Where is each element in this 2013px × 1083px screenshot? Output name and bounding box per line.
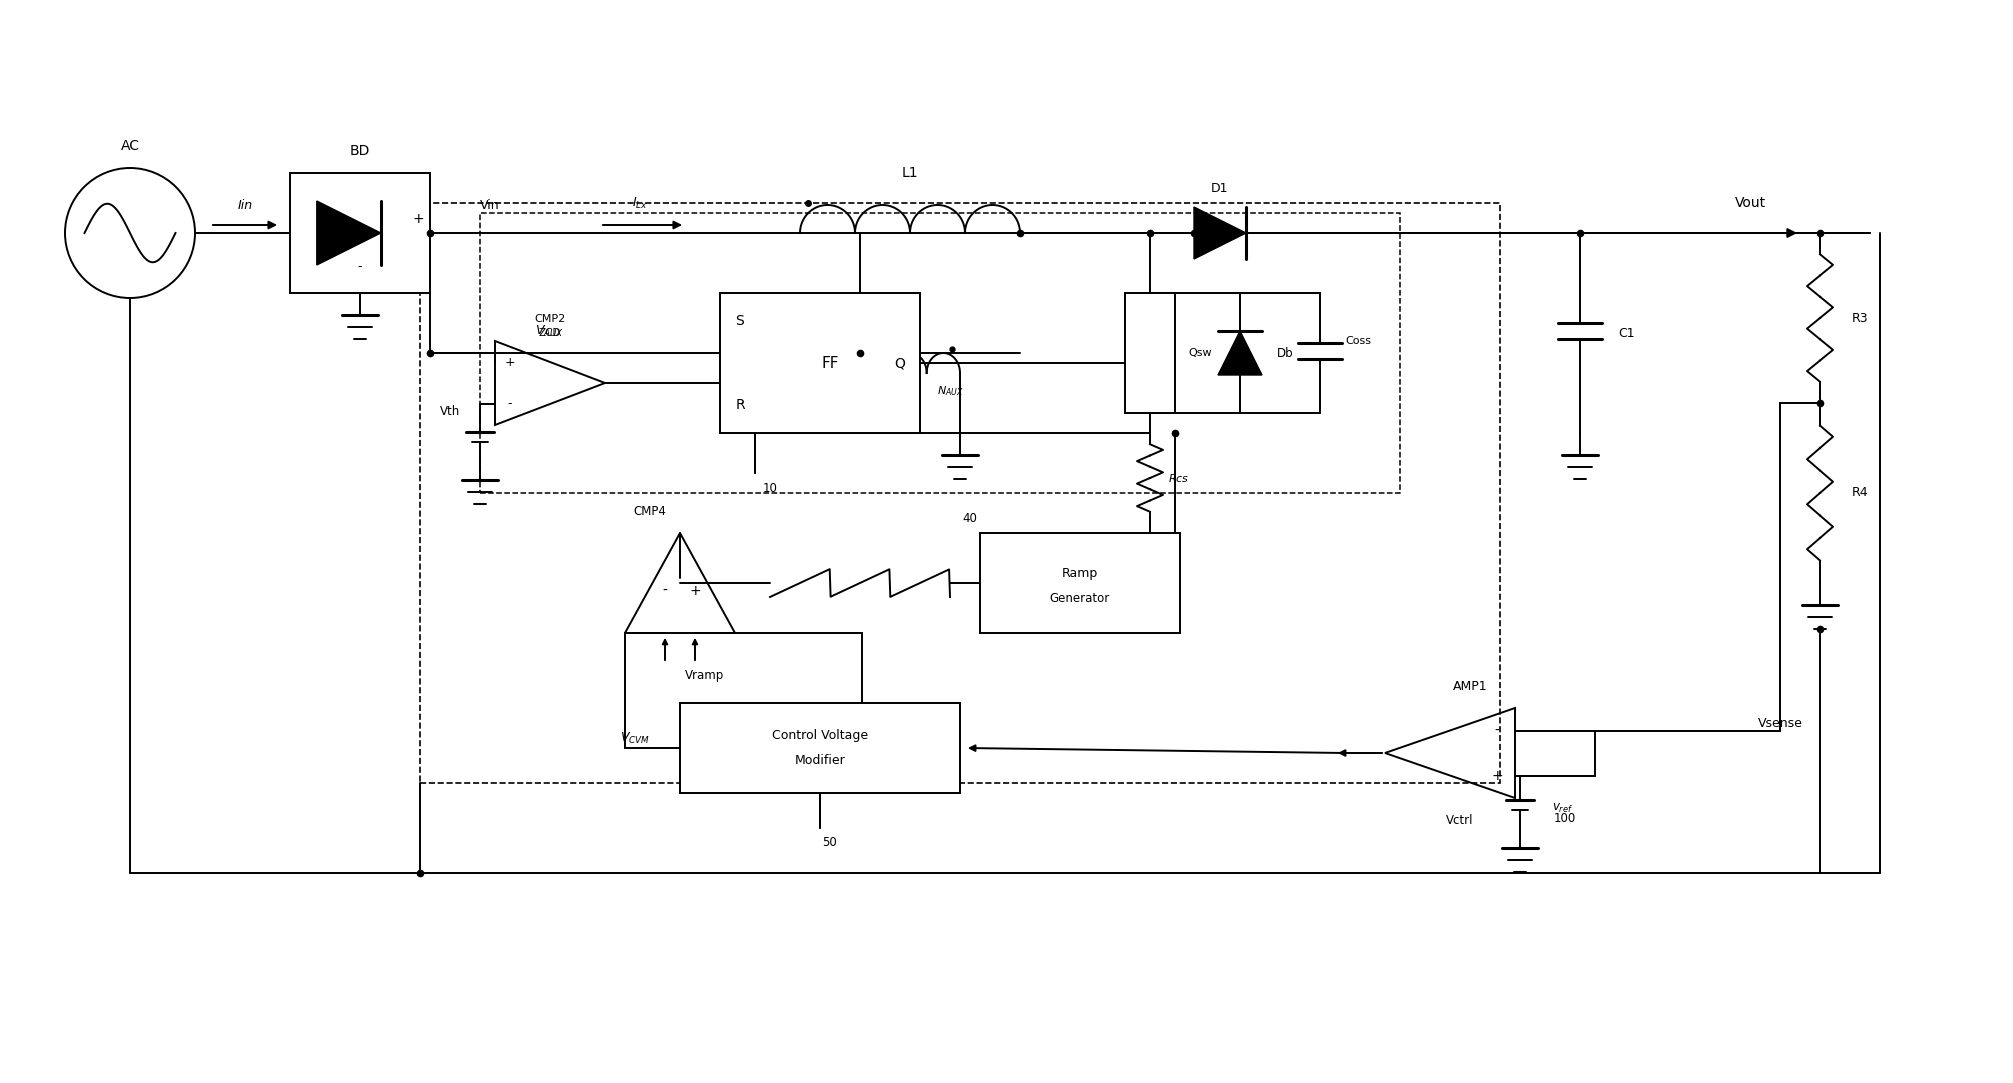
Text: 50: 50	[823, 836, 837, 849]
Text: Generator: Generator	[1051, 591, 1109, 604]
Text: +: +	[505, 355, 515, 368]
Text: -: -	[358, 260, 362, 273]
Text: Vctrl: Vctrl	[1445, 813, 1474, 826]
Text: Db: Db	[1276, 347, 1292, 360]
Text: -: -	[662, 584, 668, 598]
Polygon shape	[1194, 207, 1246, 259]
Text: R3: R3	[1852, 312, 1868, 325]
Text: BD: BD	[350, 144, 370, 158]
Polygon shape	[1218, 331, 1262, 375]
Text: D1: D1	[1212, 182, 1228, 195]
Text: R4: R4	[1852, 486, 1868, 499]
Text: 10: 10	[763, 482, 777, 495]
Text: FF: FF	[821, 355, 839, 370]
Text: ZCD: ZCD	[539, 328, 562, 338]
Text: Modifier: Modifier	[795, 754, 845, 767]
Text: 40: 40	[962, 511, 978, 524]
Text: $I_{Lx}$: $I_{Lx}$	[632, 195, 648, 210]
Bar	[680, 703, 960, 793]
Text: $V_{AUX}$: $V_{AUX}$	[535, 324, 564, 339]
Text: Vramp: Vramp	[684, 668, 725, 681]
Text: Vsense: Vsense	[1757, 717, 1802, 730]
Text: Vin: Vin	[481, 198, 499, 211]
Text: AC: AC	[121, 139, 139, 153]
Polygon shape	[316, 201, 380, 265]
Bar	[479, 213, 1399, 493]
Text: -: -	[1494, 723, 1500, 738]
Text: CMP4: CMP4	[634, 505, 666, 518]
Bar	[1125, 293, 1176, 413]
Bar	[721, 293, 920, 433]
Text: $V_{CVM}$: $V_{CVM}$	[620, 730, 650, 745]
Text: L1: L1	[902, 166, 918, 180]
Text: Iin: Iin	[238, 198, 252, 211]
Text: Vth: Vth	[441, 404, 461, 418]
Bar	[421, 203, 1500, 783]
Text: S: S	[735, 314, 745, 328]
Text: Vout: Vout	[1735, 196, 1765, 210]
Text: Q: Q	[894, 356, 906, 370]
Text: $N_{AUX}$: $N_{AUX}$	[936, 384, 964, 397]
Text: +: +	[688, 584, 701, 598]
Text: Control Voltage: Control Voltage	[771, 730, 868, 743]
Text: Coss: Coss	[1345, 336, 1371, 345]
Text: 100: 100	[1554, 811, 1576, 824]
Text: -: -	[507, 397, 511, 410]
Text: C1: C1	[1618, 326, 1635, 339]
Text: Ramp: Ramp	[1063, 566, 1099, 579]
Text: Qsw: Qsw	[1188, 348, 1212, 358]
Text: +: +	[1492, 769, 1504, 783]
Text: CMP2: CMP2	[533, 314, 566, 324]
Text: $v_{ref}$: $v_{ref}$	[1552, 801, 1574, 814]
Text: $Rcs$: $Rcs$	[1168, 472, 1190, 484]
Bar	[290, 173, 431, 293]
Text: R: R	[735, 397, 745, 412]
Bar	[980, 533, 1180, 632]
Text: AMP1: AMP1	[1453, 679, 1488, 692]
Text: +: +	[413, 211, 425, 225]
